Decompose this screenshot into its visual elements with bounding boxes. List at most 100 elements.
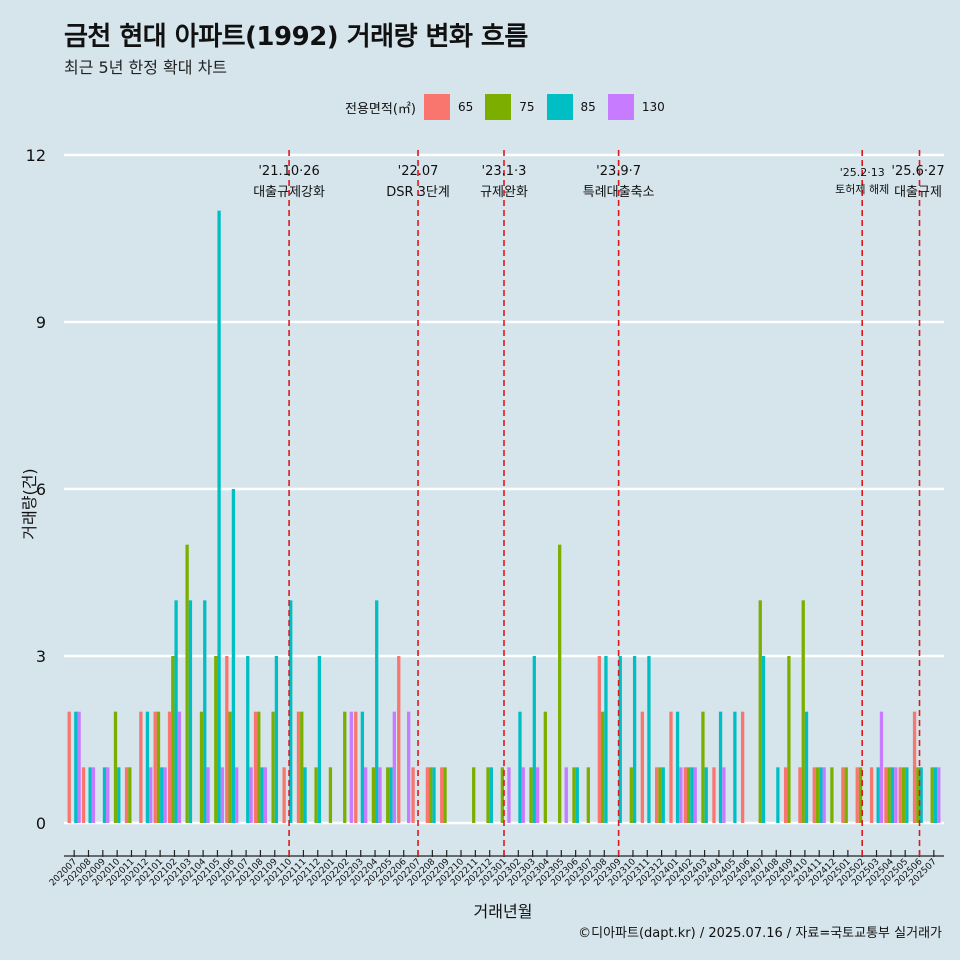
bar-65-202011 <box>124 767 129 823</box>
legend-item-75: 75 <box>485 94 535 120</box>
legend-swatch-130 <box>607 94 634 120</box>
bar-65-202409 <box>783 767 788 823</box>
bar-75-202308 <box>600 711 605 823</box>
bar-85-202504 <box>890 767 895 823</box>
bar-75-202403 <box>701 711 705 823</box>
bar-75-202201 <box>328 767 333 823</box>
bar-75-202306 <box>572 767 576 823</box>
bar-65-202008 <box>81 767 86 823</box>
bar-65-202503 <box>869 767 874 823</box>
bar-65-202207 <box>411 767 415 823</box>
bar-130-202101 <box>163 767 167 823</box>
x-axis-label: 거래년월 <box>473 902 533 921</box>
bar-130-202202 <box>349 711 353 823</box>
bar-75-202108 <box>257 711 261 823</box>
event-date-202502: '25.2·13 <box>840 166 885 179</box>
y-tick-label: 0 <box>36 814 46 833</box>
bar-85-202101 <box>160 767 164 823</box>
bar-75-202109 <box>271 711 275 823</box>
bar-130-202204 <box>378 767 382 823</box>
bar-85-202506 <box>919 767 923 823</box>
bar-75-202209 <box>443 767 447 823</box>
y-tick-label: 12 <box>26 146 46 165</box>
bar-65-202209 <box>440 767 444 823</box>
bar-85-202106 <box>231 489 236 823</box>
bar-75-202407 <box>758 600 762 823</box>
legend-label-65: 65 <box>457 100 474 114</box>
event-label-202506: 대출규제 <box>894 185 942 200</box>
bar-75-202204 <box>371 767 376 823</box>
bar-75-202010 <box>113 711 118 823</box>
bar-65-202505 <box>898 767 902 823</box>
bar-85-202110 <box>289 600 293 823</box>
bar-85-202411 <box>819 767 823 823</box>
bar-75-202011 <box>128 767 132 823</box>
bar-65-202308 <box>597 656 601 823</box>
bar-85-202109 <box>274 656 279 823</box>
bar-130-202507 <box>937 767 941 823</box>
bar-75-202211 <box>472 767 476 823</box>
y-axis-label: 거래량(건) <box>20 468 39 540</box>
bar-75-202312 <box>658 767 662 823</box>
bar-85-202212 <box>489 767 493 823</box>
legend-label-85: 85 <box>580 100 596 114</box>
y-tick-label: 3 <box>36 647 46 666</box>
y-tick-label: 6 <box>36 480 46 499</box>
bar-75-202504 <box>887 767 891 823</box>
bar-65-202402 <box>683 767 687 823</box>
bar-75-202307 <box>586 767 590 823</box>
bar-75-202301 <box>500 767 504 823</box>
bar-75-202410 <box>801 600 805 823</box>
legend-swatch-65 <box>423 94 450 120</box>
chart-title: 금천 현대 아파트(1992) 거래량 변화 흐름 <box>64 22 528 52</box>
bar-130-202108 <box>263 767 268 823</box>
bar-75-202502 <box>858 767 863 823</box>
bar-75-202305 <box>558 544 562 823</box>
bar-65-202108 <box>253 711 258 823</box>
bar-85-202007 <box>74 711 78 823</box>
event-date-202110: '21.10·26 <box>258 164 319 179</box>
bar-75-202505 <box>901 767 906 823</box>
bar-75-202208 <box>429 767 433 823</box>
chart-subtitle: 최근 5년 한정 확대 차트 <box>64 58 228 77</box>
bar-65-202106 <box>225 656 229 823</box>
bar-130-202303 <box>535 767 540 823</box>
bar-130-202007 <box>77 711 81 823</box>
bar-130-202301 <box>507 767 511 823</box>
bar-130-202504 <box>894 767 898 823</box>
event-label-202301: 규제완화 <box>480 185 528 200</box>
bar-130-202107 <box>249 767 253 823</box>
bar-130-202009 <box>106 767 110 823</box>
bar-85-202012 <box>145 711 150 823</box>
legend-item-130: 130 <box>607 94 665 120</box>
bar-75-202103 <box>185 544 189 823</box>
bar-65-202501 <box>841 767 845 823</box>
bar-75-202105 <box>214 656 218 823</box>
bar-85-202308 <box>604 656 608 823</box>
legend-item-85: 85 <box>546 94 596 120</box>
bar-85-202404 <box>718 711 723 823</box>
source-caption: ©디아파트(dapt.kr) / 2025.07.16 / 자료=국토교통부 실… <box>578 926 942 941</box>
event-label-202207: DSR 3단계 <box>386 185 450 200</box>
bar-130-202102 <box>177 711 182 823</box>
bar-130-202402 <box>693 767 697 823</box>
bar-85-202105 <box>217 210 221 823</box>
bar-65-202411 <box>812 767 816 823</box>
bar-75-202409 <box>787 656 791 823</box>
bar-65-202502 <box>855 767 859 823</box>
bar-85-202204 <box>375 600 379 823</box>
bar-75-202106 <box>228 711 232 823</box>
bar-75-202202 <box>343 711 347 823</box>
bar-75-202506 <box>916 767 920 823</box>
legend-swatch-75 <box>485 94 512 120</box>
bar-85-202302 <box>518 711 522 823</box>
bar-75-202412 <box>830 767 834 823</box>
event-date-202301: '23.1·3 <box>482 164 527 179</box>
bar-65-202111 <box>296 711 301 823</box>
bar-65-202404 <box>712 767 716 823</box>
bar-85-202303 <box>532 656 536 823</box>
bar-65-202311 <box>640 711 644 823</box>
bar-65-202110 <box>282 767 286 823</box>
bar-75-202102 <box>171 656 175 823</box>
